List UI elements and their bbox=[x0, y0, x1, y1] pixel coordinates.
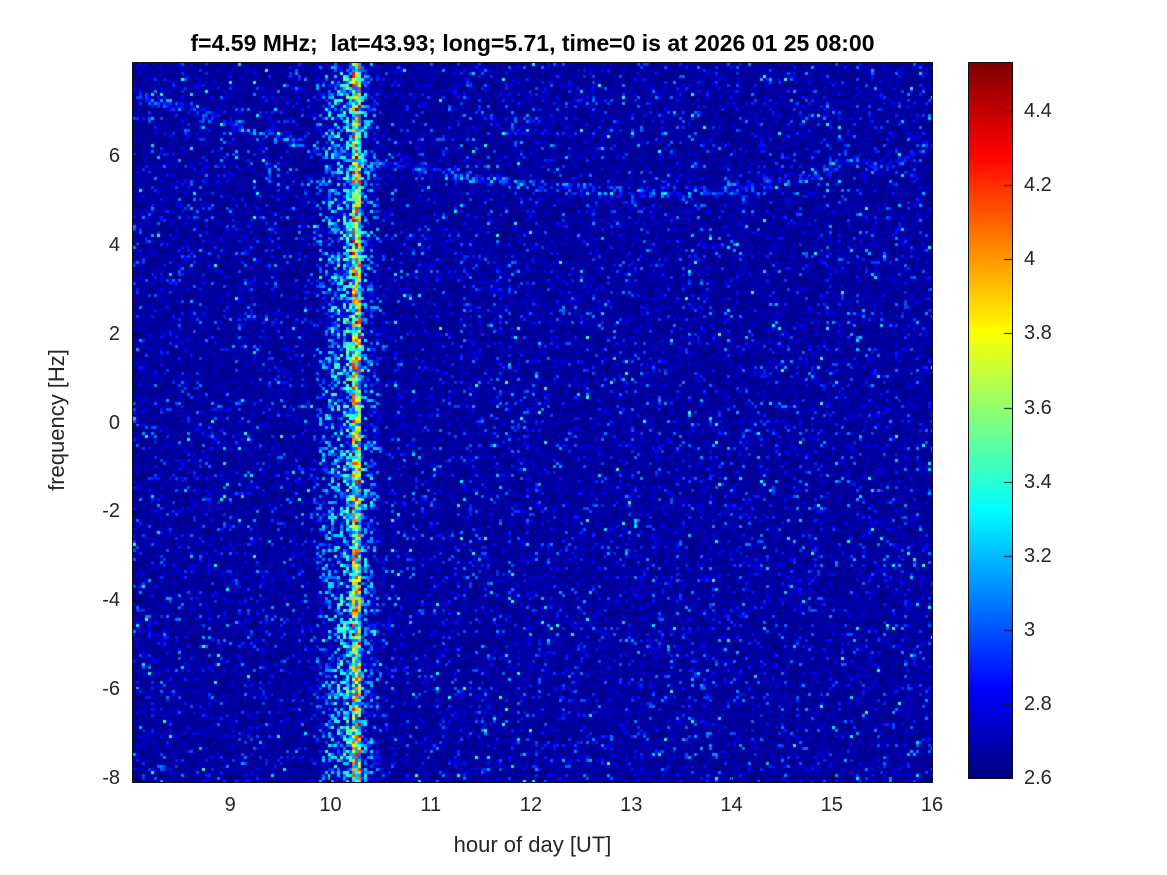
colorbar-tick-label: 2.8 bbox=[1024, 692, 1052, 715]
colorbar-tick-label: 4 bbox=[1024, 248, 1036, 271]
y-tick-label: -2 bbox=[102, 500, 120, 523]
x-tick-label: 9 bbox=[224, 794, 236, 816]
y-tick-label: -8 bbox=[102, 766, 120, 789]
y-tick-label: 2 bbox=[108, 322, 120, 345]
x-tick-label: 14 bbox=[720, 794, 743, 816]
x-tick-label: 10 bbox=[319, 794, 342, 816]
x-tick-label: 15 bbox=[820, 794, 843, 816]
x-axis-label: hour of day [UT] bbox=[453, 832, 612, 857]
colorbar-tick-label: 4.4 bbox=[1024, 100, 1052, 123]
y-tick-label: 6 bbox=[108, 145, 120, 168]
colorbar-tick-label: 3.8 bbox=[1024, 322, 1052, 345]
y-axis-label: frequency [Hz] bbox=[44, 349, 69, 491]
y-tick-label: -4 bbox=[102, 589, 120, 612]
x-tick-label: 13 bbox=[620, 794, 643, 816]
colorbar bbox=[968, 62, 1013, 779]
colorbar-tick-label: 3.2 bbox=[1024, 544, 1052, 567]
colorbar-tick-label: 2.6 bbox=[1024, 767, 1052, 789]
y-tick-label: 4 bbox=[108, 233, 120, 256]
y-tick-label: -6 bbox=[102, 677, 120, 700]
spectrogram-image bbox=[132, 62, 933, 783]
x-tick-label: 11 bbox=[420, 794, 442, 816]
colorbar-tick-label: 3 bbox=[1024, 618, 1036, 641]
colorbar-tick-label: 3.4 bbox=[1024, 470, 1052, 493]
chart-title: f=4.59 MHz; lat=43.93; long=5.71, time=0… bbox=[190, 30, 875, 56]
colorbar-tick-label: 3.6 bbox=[1024, 396, 1052, 419]
x-tick-label: 12 bbox=[519, 794, 543, 816]
y-tick-label: 0 bbox=[108, 411, 120, 434]
x-tick-label: 16 bbox=[920, 794, 944, 816]
colorbar-tick-label: 4.2 bbox=[1024, 174, 1052, 197]
